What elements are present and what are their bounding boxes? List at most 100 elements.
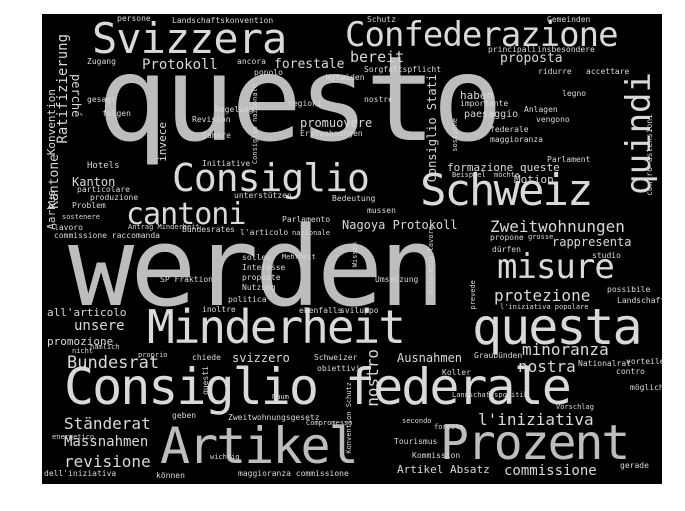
word: Parlament bbox=[547, 155, 591, 164]
word: möchte bbox=[494, 171, 520, 179]
word: Consiglio federale bbox=[64, 358, 572, 416]
word: nostra bbox=[518, 357, 576, 376]
word: dürfen bbox=[492, 245, 521, 254]
word: svizzero bbox=[232, 351, 290, 365]
word: wichtig bbox=[210, 453, 240, 461]
word: commissione raccomanda bbox=[54, 231, 160, 240]
word: Kommission bbox=[412, 451, 461, 460]
word: Mehrheit bbox=[282, 253, 316, 261]
word: perché bbox=[69, 74, 83, 118]
word: promozione bbox=[47, 335, 114, 348]
word: ridurre bbox=[538, 67, 572, 76]
word: Regelung bbox=[215, 105, 254, 114]
word: minoranza bbox=[522, 340, 609, 359]
word: Consiglio bbox=[172, 156, 370, 200]
word: Umsetzung bbox=[375, 275, 419, 284]
word: legno bbox=[562, 89, 587, 98]
word: Bundesrat bbox=[67, 353, 160, 373]
word: Beispiel bbox=[452, 171, 486, 179]
word: misure bbox=[497, 247, 615, 287]
word: federale bbox=[490, 125, 529, 134]
word: sostiene bbox=[451, 118, 459, 152]
word: Ständerat bbox=[64, 414, 151, 433]
word: maggioranza commissione bbox=[238, 469, 349, 478]
word: accettare bbox=[586, 67, 630, 76]
word: proposta bbox=[500, 51, 563, 66]
word: protezione bbox=[494, 286, 591, 305]
word: Ratifizierung bbox=[55, 34, 71, 144]
word: Tourismus bbox=[394, 437, 438, 446]
word: Wytwiden bbox=[326, 73, 365, 82]
word: contro bbox=[616, 367, 645, 376]
word: Kanton bbox=[72, 175, 116, 189]
word: Protokoll bbox=[142, 57, 218, 73]
word: unsere bbox=[74, 318, 125, 334]
word: Consiglio nazionale bbox=[251, 84, 259, 165]
word: foreste bbox=[434, 423, 464, 431]
word: Initiative bbox=[202, 159, 251, 168]
word: folgen bbox=[102, 109, 131, 118]
word: insbesondere bbox=[537, 45, 595, 54]
word: particolare bbox=[77, 185, 130, 194]
word: Parlamento bbox=[282, 215, 331, 224]
word: Ausnahmen bbox=[397, 351, 463, 365]
word: Vorschlag bbox=[556, 403, 594, 411]
word: proprio bbox=[138, 351, 168, 359]
word: Prozent bbox=[440, 415, 630, 471]
word: Nutzung bbox=[242, 283, 276, 292]
word: chiede bbox=[192, 353, 221, 362]
word: Schweizer bbox=[314, 353, 358, 362]
word: rappresenta bbox=[552, 235, 632, 249]
word: obiettivi bbox=[317, 364, 361, 373]
word: Landschaftspolitik bbox=[452, 391, 528, 399]
word: promuovere bbox=[300, 116, 373, 130]
word: nämlich bbox=[90, 343, 120, 351]
word: Consiglio Stati bbox=[425, 74, 439, 183]
word: gesagt bbox=[87, 95, 116, 104]
word: contro astensioni bbox=[645, 114, 654, 196]
word: Graubünden bbox=[474, 351, 523, 360]
word: Sorgfaltspflicht bbox=[364, 65, 442, 74]
word: importante bbox=[460, 99, 509, 108]
word: vengono bbox=[536, 115, 570, 124]
word: l'iniziativa popolare bbox=[500, 303, 589, 311]
word: Wissen bbox=[351, 242, 359, 268]
word: Landschaftskonvention bbox=[172, 16, 274, 25]
word: vorteile bbox=[626, 357, 662, 366]
word: commissione bbox=[504, 463, 597, 479]
word: Nationalrat bbox=[578, 359, 631, 368]
word: Koller bbox=[442, 368, 471, 377]
word: Raum bbox=[272, 393, 289, 401]
word: Zweitwohnungsgesetz bbox=[228, 413, 320, 422]
word: Svizzera bbox=[92, 14, 287, 63]
word: secondo bbox=[402, 417, 432, 425]
word: gerade bbox=[620, 461, 649, 470]
word: SP Fraktion bbox=[160, 275, 213, 284]
word: Massnahmen bbox=[64, 434, 149, 450]
word: Schutz bbox=[367, 15, 396, 24]
word: questa bbox=[472, 298, 643, 356]
word: ancora bbox=[237, 57, 266, 66]
word: cantoni bbox=[126, 197, 246, 232]
word: Zweitwohnungen bbox=[490, 217, 625, 236]
word-cloud: questo werden Consiglio federale Minderh… bbox=[42, 14, 662, 484]
word: produzione bbox=[90, 193, 139, 202]
word: Antrag Minderheit bbox=[128, 223, 200, 231]
word: nicht bbox=[72, 347, 94, 355]
word: l'iniziativa bbox=[478, 410, 594, 429]
word: Motion bbox=[514, 173, 554, 186]
word: Bedeutung bbox=[332, 194, 376, 203]
word: all'articolo bbox=[47, 306, 127, 319]
word: studio bbox=[592, 251, 621, 260]
word: possibile bbox=[607, 285, 651, 294]
word: unterstützen bbox=[234, 191, 292, 200]
word: energetico bbox=[52, 433, 95, 441]
word: Camere bbox=[202, 131, 231, 140]
word: persone bbox=[117, 14, 151, 23]
word: möglich bbox=[630, 383, 662, 392]
word: Anlagen bbox=[524, 105, 558, 114]
word: sostenere bbox=[62, 213, 100, 221]
word: Konvention Schutz bbox=[345, 382, 353, 454]
word: paesaggio bbox=[464, 109, 519, 120]
word: inoltre bbox=[202, 305, 236, 314]
